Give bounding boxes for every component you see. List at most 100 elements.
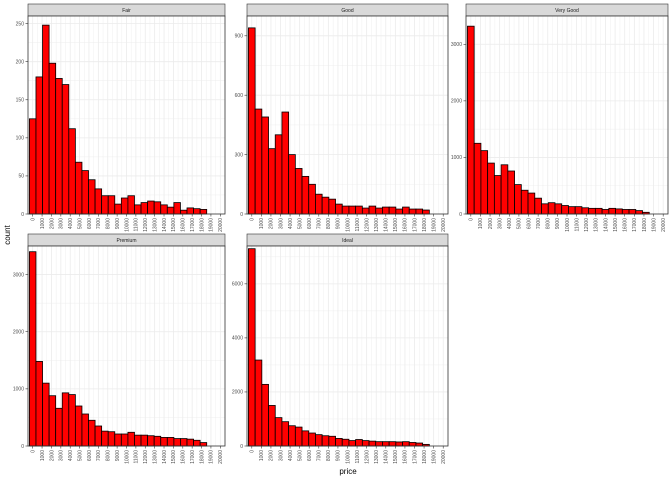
histogram-bar [355, 439, 363, 447]
x-tick-label: 13000 [374, 450, 380, 464]
histogram-bar [166, 437, 175, 447]
x-tick-label: 11000 [574, 218, 580, 232]
x-tick-label: 0 [30, 218, 36, 221]
histogram-bar [61, 84, 70, 215]
histogram-bar [166, 206, 175, 215]
histogram-bar [88, 179, 96, 215]
histogram-bar [480, 150, 489, 215]
histogram-bar [199, 209, 208, 215]
y-tick-label: 4000 [232, 336, 243, 342]
x-tick-label: 5000 [77, 218, 83, 229]
histogram-bar [321, 196, 330, 215]
histogram-bar [248, 27, 256, 215]
x-tick-label: 11000 [355, 218, 361, 232]
histogram-bar [341, 205, 350, 215]
histogram-bar [120, 197, 129, 215]
histogram-bar [348, 205, 357, 215]
histogram-bar [594, 207, 603, 215]
histogram-bar [341, 438, 350, 447]
histogram-bar [388, 441, 397, 447]
histogram-bar [55, 78, 63, 215]
y-tick-label: 100 [16, 136, 25, 142]
x-tick-label: 16000 [623, 218, 629, 232]
x-tick-label: 14000 [384, 218, 390, 232]
histogram-bar [335, 203, 343, 215]
x-tick-label: 10000 [345, 450, 351, 464]
histogram-bar [147, 200, 155, 215]
y-tick-label: 2000 [13, 330, 24, 336]
y-tick-label: 2000 [451, 99, 462, 105]
histogram-bar [621, 209, 630, 215]
histogram-bar [301, 430, 310, 447]
histogram-bar [193, 439, 201, 447]
y-tick-label: 150 [16, 98, 25, 104]
histogram-bar [408, 442, 417, 447]
histogram-bar [147, 435, 155, 447]
x-tick-label: 4000 [507, 218, 513, 229]
histogram-bar [294, 168, 303, 215]
histogram-bar [55, 407, 63, 447]
histogram-bar [193, 208, 201, 215]
x-tick-label: 12000 [364, 218, 370, 232]
histogram-bar [500, 164, 509, 215]
histogram-bar [361, 440, 370, 447]
histogram-bar [48, 395, 57, 447]
histogram-bar [534, 197, 542, 215]
y-tick-label: 50 [18, 174, 24, 180]
y-tick-label: 250 [16, 21, 25, 27]
histogram-bar [48, 62, 57, 215]
x-tick-label: 9000 [336, 218, 342, 229]
x-tick-label: 7000 [536, 218, 542, 229]
histogram-bar [308, 432, 316, 447]
histogram-bar [186, 438, 194, 447]
histogram-bar [101, 195, 109, 215]
y-tick-label: 0 [21, 444, 24, 450]
x-tick-label: 4000 [68, 218, 74, 229]
x-tick-label: 0 [30, 450, 36, 453]
x-tick-label: 17000 [632, 218, 638, 232]
x-tick-label: 1000 [40, 450, 46, 461]
histogram-bar [301, 175, 310, 215]
histogram-bar [507, 170, 515, 215]
histogram-bar [588, 207, 596, 215]
x-tick-label: 0 [250, 218, 256, 221]
histogram-bar [254, 108, 263, 215]
x-tick-label: 19000 [651, 218, 657, 232]
histogram-bar [328, 198, 336, 215]
histogram-bar [335, 438, 343, 447]
x-tick-label: 12000 [143, 450, 149, 464]
x-tick-label: 2000 [49, 218, 55, 229]
histogram-bar [288, 425, 296, 447]
histogram-bar [140, 434, 149, 447]
y-tick-label: 0 [240, 444, 243, 450]
x-tick-label: 13000 [152, 218, 158, 232]
histogram-bar [74, 161, 83, 215]
histogram-bar [422, 209, 430, 215]
x-tick-label: 9000 [555, 218, 561, 229]
x-tick-label: 4000 [288, 450, 294, 461]
histogram-bar [107, 195, 116, 215]
histogram-bar [153, 435, 162, 447]
x-tick-label: 17000 [190, 450, 196, 464]
histogram-bar [541, 203, 549, 215]
facet-strip-label: Very Good [555, 8, 579, 14]
x-tick-label: 6000 [307, 218, 313, 229]
histogram-bar [321, 435, 330, 447]
x-tick-label: 18000 [642, 218, 648, 232]
x-tick-label: 9000 [336, 450, 342, 461]
x-tick-label: 2000 [269, 450, 275, 461]
x-tick-label: 0 [469, 218, 475, 221]
histogram-bar [68, 394, 76, 447]
histogram-bar [94, 425, 103, 447]
x-tick-label: 16000 [181, 218, 187, 232]
x-tick-label: 4000 [288, 218, 294, 229]
x-tick-label: 19000 [431, 450, 437, 464]
x-tick-label: 20000 [441, 450, 447, 464]
histogram-bar [101, 430, 109, 447]
y-tick-label: 900 [235, 34, 244, 40]
x-tick-label: 5000 [77, 450, 83, 461]
histogram-bar [114, 203, 122, 215]
histogram-bar [199, 442, 208, 447]
x-tick-label: 6000 [526, 218, 532, 229]
histogram-bar [261, 116, 269, 215]
